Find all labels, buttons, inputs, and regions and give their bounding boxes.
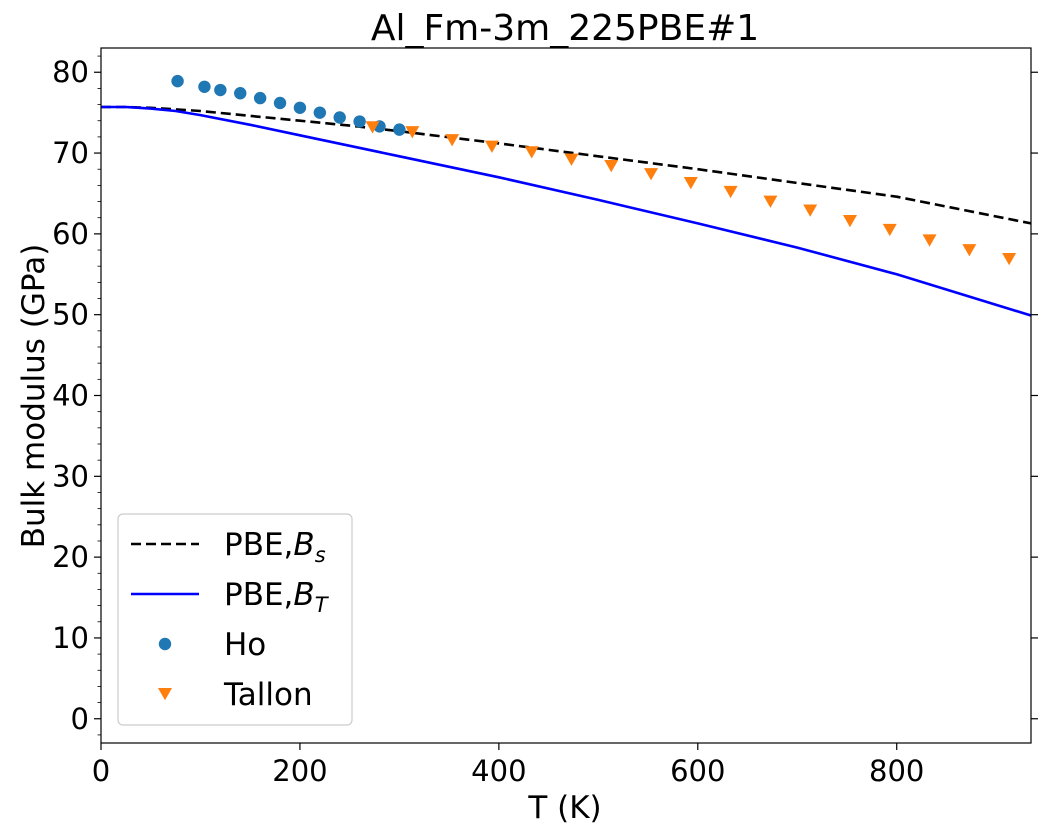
data-point-tallon <box>524 146 539 159</box>
data-point-tallon <box>445 134 460 147</box>
data-point-tallon <box>644 168 659 181</box>
legend-label-tallon: Tallon <box>223 677 313 713</box>
legend-box <box>117 513 353 726</box>
data-point-tallon <box>962 244 977 257</box>
data-point-ho <box>234 87 247 100</box>
data-point-tallon <box>1002 252 1017 266</box>
x-tick-label: 600 <box>670 754 725 788</box>
data-point-tallon <box>365 121 380 134</box>
data-point-ho <box>273 96 287 110</box>
y-tick-label: 80 <box>52 55 89 89</box>
legend-swatch-ho <box>158 637 172 651</box>
data-point-ho <box>171 74 184 88</box>
y-tick-label: 0 <box>71 702 89 736</box>
series-line-pbe-T <box>101 105 1032 317</box>
legend-swatch-tallon <box>158 688 172 701</box>
data-point-ho <box>333 111 346 124</box>
data-point-tallon <box>564 153 579 166</box>
data-point-tallon <box>882 223 897 237</box>
plot-marks <box>101 74 1032 317</box>
y-tick-label: 50 <box>52 298 89 332</box>
series-line-pbe-s <box>101 105 1032 225</box>
legend: PBE,Bs PBE,BT Ho Tallon <box>117 513 353 726</box>
data-point-ho <box>313 106 327 119</box>
y-tick-label: 20 <box>52 540 89 574</box>
data-point-tallon <box>723 185 738 199</box>
data-point-tallon <box>405 126 420 139</box>
x-tick-label: 0 <box>92 754 110 788</box>
data-point-tallon <box>484 140 499 153</box>
y-tick-label: 40 <box>52 379 89 413</box>
data-point-tallon <box>803 204 818 217</box>
chart-title: Al_Fm-3m_225PBE#1 <box>371 8 759 49</box>
legend-label-pbe-T: PBE,BT <box>224 577 330 617</box>
x-tick-label: 800 <box>869 754 924 788</box>
data-point-ho <box>353 115 366 128</box>
data-point-tallon <box>842 214 857 228</box>
data-point-ho <box>293 101 307 115</box>
y-axis-label: Bulk modulus (GPa) <box>16 244 52 549</box>
axes: 0 200 400 600 800 0 10 20 30 40 50 60 70 80 <box>52 47 1038 788</box>
legend-label-ho: Ho <box>224 627 266 663</box>
y-tick-label: 70 <box>52 136 89 170</box>
legend-label-pbe-s: PBE,Bs <box>224 527 326 567</box>
y-tick-label: 30 <box>52 459 89 493</box>
data-point-tallon <box>683 177 698 190</box>
data-point-ho <box>198 80 211 93</box>
y-tick-label: 10 <box>52 621 89 655</box>
data-point-ho <box>393 123 406 136</box>
y-tick-label: 60 <box>52 217 89 251</box>
x-axis-label: T (K) <box>527 790 601 826</box>
data-point-tallon <box>763 195 778 208</box>
data-point-tallon <box>922 234 937 247</box>
data-point-ho <box>253 91 267 105</box>
data-point-ho <box>214 83 227 97</box>
data-point-tallon <box>604 160 619 173</box>
x-tick-label: 400 <box>471 754 526 788</box>
x-tick-label: 200 <box>272 754 327 788</box>
